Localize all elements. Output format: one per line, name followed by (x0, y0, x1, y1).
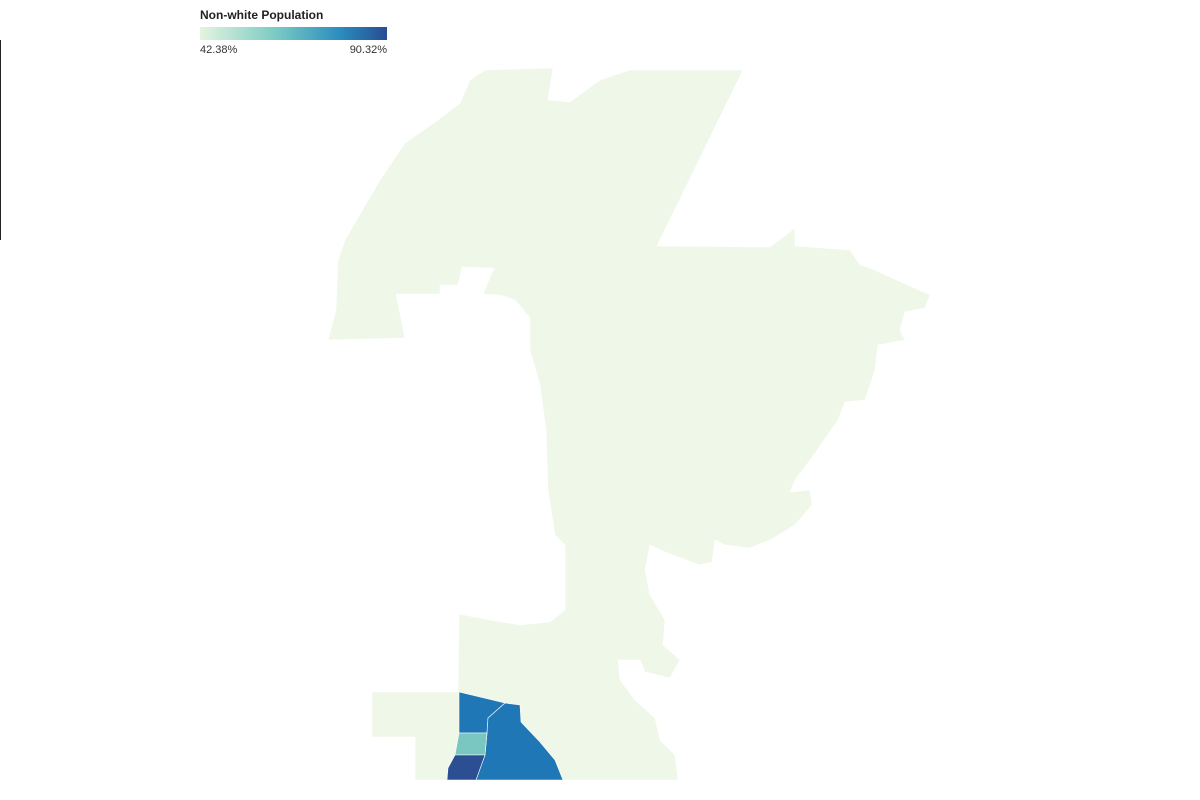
legend-gradient (200, 27, 387, 40)
region (327, 67, 931, 781)
legend-min-label: 42.38% (200, 44, 238, 56)
legend-max-label: 90.32% (349, 44, 387, 56)
region (475, 702, 564, 781)
legend-title: Non-white Population (200, 8, 324, 22)
region (454, 732, 488, 756)
region (446, 754, 486, 781)
